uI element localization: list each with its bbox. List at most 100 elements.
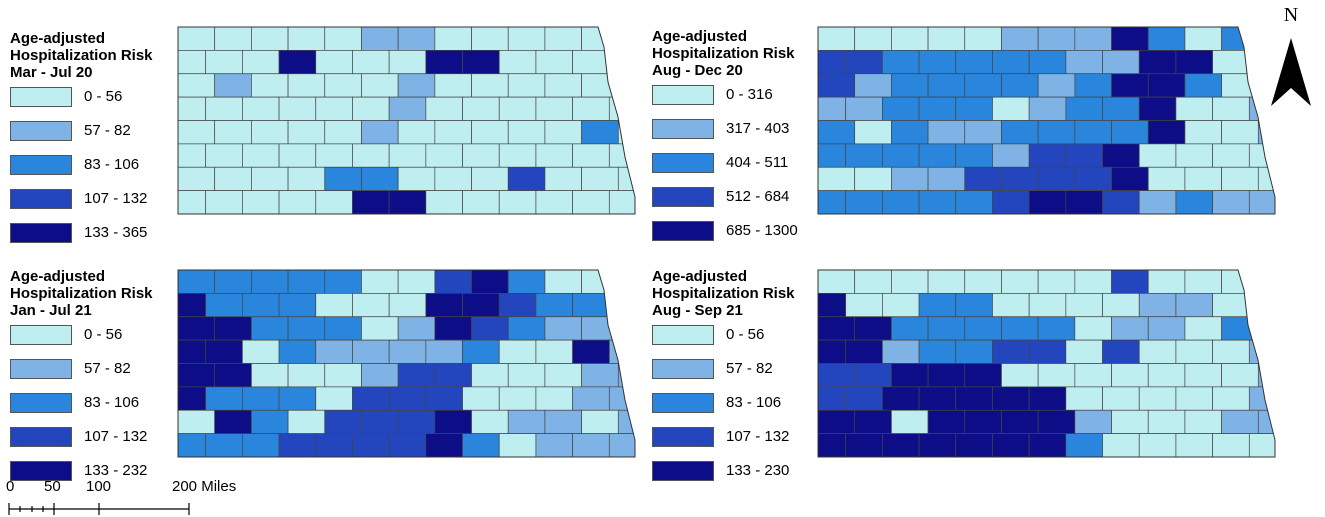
county-polygon bbox=[352, 433, 390, 457]
county-polygon bbox=[1074, 166, 1112, 191]
county-polygon bbox=[581, 27, 619, 51]
county-polygon bbox=[205, 143, 243, 168]
county-polygon bbox=[882, 96, 920, 121]
county-polygon bbox=[462, 339, 500, 364]
legend-title-line-3: Aug - Dec 20 bbox=[652, 62, 743, 79]
legend-label: 107 - 132 bbox=[84, 190, 148, 207]
county-polygon bbox=[544, 270, 582, 294]
county-polygon bbox=[581, 316, 619, 341]
county-polygon bbox=[1184, 73, 1222, 98]
county-polygon bbox=[581, 409, 619, 434]
county-polygon bbox=[507, 316, 546, 341]
legend-title-line-1: Age-adjusted bbox=[652, 28, 748, 45]
county-polygon bbox=[891, 120, 929, 145]
legend-1: Age-adjusted Hospitalization Risk Mar - … bbox=[10, 30, 153, 251]
county-polygon bbox=[854, 27, 892, 51]
legend-swatch bbox=[652, 85, 714, 105]
legend-title-line-3: Jan - Jul 21 bbox=[10, 302, 92, 319]
county-polygon bbox=[1001, 316, 1039, 341]
legend-swatch bbox=[10, 427, 72, 447]
county-polygon bbox=[992, 143, 1030, 168]
county-polygon bbox=[1212, 339, 1250, 364]
county-polygon bbox=[278, 293, 317, 318]
county-polygon bbox=[955, 96, 993, 121]
county-polygon bbox=[891, 363, 929, 388]
county-polygon bbox=[1221, 73, 1259, 98]
county-polygon bbox=[818, 96, 847, 121]
county-polygon bbox=[544, 409, 582, 434]
county-polygon bbox=[397, 73, 436, 98]
county-polygon bbox=[315, 50, 353, 75]
county-polygon bbox=[818, 73, 856, 98]
legend-swatch bbox=[652, 461, 714, 481]
legend-swatch bbox=[10, 155, 72, 175]
county-polygon bbox=[205, 339, 243, 364]
county-polygon bbox=[1111, 316, 1149, 341]
county-polygon bbox=[498, 339, 537, 364]
legend-swatch bbox=[10, 325, 72, 345]
legend-swatch bbox=[10, 359, 72, 379]
county-polygon bbox=[278, 190, 317, 214]
county-polygon bbox=[1074, 409, 1112, 434]
county-polygon bbox=[1037, 120, 1076, 145]
county-polygon bbox=[581, 166, 619, 191]
county-polygon bbox=[617, 409, 635, 434]
county-polygon bbox=[352, 339, 390, 364]
county-polygon bbox=[1212, 50, 1250, 75]
legend-swatch bbox=[10, 189, 72, 209]
county-polygon bbox=[572, 339, 610, 364]
county-polygon bbox=[242, 386, 280, 411]
county-polygon bbox=[1065, 339, 1103, 364]
county-polygon bbox=[1028, 386, 1067, 411]
county-polygon bbox=[845, 143, 883, 168]
county-polygon bbox=[425, 339, 463, 364]
county-polygon bbox=[1111, 120, 1149, 145]
county-polygon bbox=[535, 190, 573, 214]
county-polygon bbox=[1147, 363, 1186, 388]
county-polygon bbox=[1074, 363, 1112, 388]
county-polygon bbox=[1221, 409, 1259, 434]
legend-classes: 0 - 56 57 - 82 83 - 106 107 - 132 133 - 365 bbox=[10, 81, 153, 251]
county-polygon bbox=[1028, 339, 1067, 364]
legend-label: 133 - 230 bbox=[726, 462, 790, 479]
county-polygon bbox=[818, 363, 856, 388]
county-polygon bbox=[361, 316, 399, 341]
county-polygon bbox=[425, 96, 463, 121]
county-polygon bbox=[964, 363, 1002, 388]
county-polygon bbox=[251, 166, 289, 191]
state-outline bbox=[817, 26, 1276, 215]
county-polygon bbox=[1111, 27, 1149, 51]
legend-swatch bbox=[652, 119, 714, 139]
county-polygon bbox=[287, 73, 326, 98]
county-polygon bbox=[434, 270, 472, 294]
county-polygon bbox=[205, 190, 243, 214]
county-polygon bbox=[1138, 50, 1177, 75]
county-polygon bbox=[572, 50, 610, 75]
county-polygon bbox=[1102, 339, 1140, 364]
county-polygon bbox=[1221, 166, 1259, 191]
county-polygon bbox=[927, 120, 966, 145]
county-polygon bbox=[1074, 120, 1112, 145]
county-polygon bbox=[1102, 190, 1140, 214]
scale-tick-0: 0 bbox=[6, 478, 15, 495]
legend-label: 0 - 316 bbox=[726, 86, 773, 103]
county-polygon bbox=[535, 433, 573, 457]
county-polygon bbox=[425, 386, 463, 411]
county-polygon bbox=[425, 190, 463, 214]
county-polygon bbox=[1257, 166, 1275, 191]
county-polygon bbox=[1037, 27, 1076, 51]
county-polygon bbox=[498, 96, 537, 121]
legend-label: 133 - 232 bbox=[84, 462, 148, 479]
county-polygon bbox=[278, 96, 317, 121]
county-polygon bbox=[1037, 73, 1076, 98]
county-polygon bbox=[891, 73, 929, 98]
county-polygon bbox=[397, 27, 436, 51]
county-polygon bbox=[955, 293, 993, 318]
county-polygon bbox=[1001, 270, 1039, 294]
map-mar-jul-20 bbox=[177, 26, 636, 215]
county-polygon bbox=[964, 270, 1002, 294]
county-polygon bbox=[927, 270, 966, 294]
county-polygon bbox=[854, 316, 892, 341]
legend-label: 57 - 82 bbox=[726, 360, 773, 377]
county-polygon bbox=[205, 386, 243, 411]
